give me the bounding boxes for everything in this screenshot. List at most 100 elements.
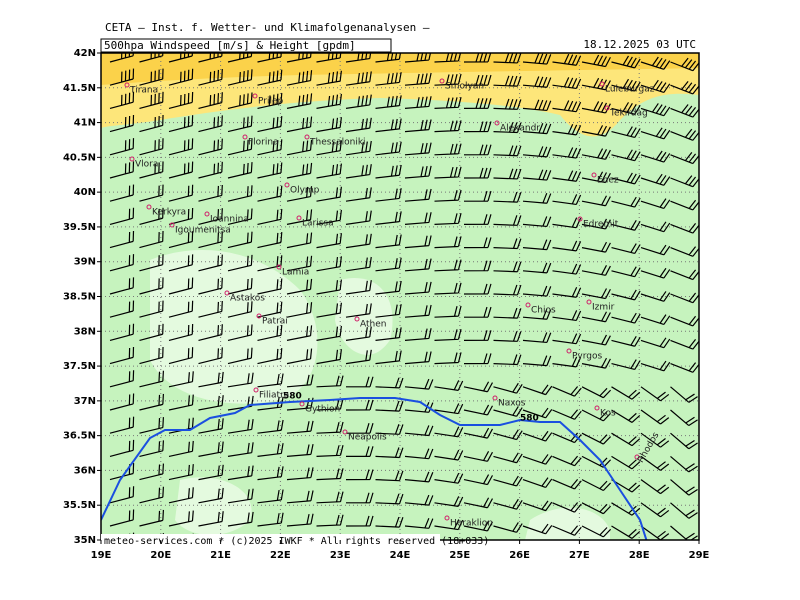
wind-barb: [493, 429, 523, 441]
wind-barb: [109, 207, 135, 225]
wind-barb: [611, 409, 641, 423]
city-marker: [525, 302, 531, 308]
city-marker: [577, 216, 583, 222]
contour-label: 580: [520, 414, 539, 424]
wind-barb: [640, 525, 670, 540]
wind-barb: [375, 424, 404, 435]
wind-barb: [463, 283, 492, 295]
wind-barb: [345, 280, 372, 295]
wind-barb: [168, 161, 194, 179]
wind-barb: [168, 115, 194, 133]
wind-barb: [404, 119, 432, 133]
wind-barb: [522, 454, 553, 465]
wind-barb: [581, 409, 612, 422]
wind-barb: [198, 371, 224, 388]
city-label: Gythion: [305, 405, 340, 415]
wind-barb: [434, 73, 462, 86]
wind-barb: [611, 220, 641, 231]
wind-barb: [700, 433, 726, 450]
wind-barb: [109, 138, 135, 156]
wind-barb: [670, 199, 699, 211]
wind-barb: [463, 306, 492, 318]
wind-barb: [700, 526, 726, 543]
wind-barb: [700, 248, 729, 258]
wind-barb: [463, 167, 492, 179]
wind-barb: [375, 257, 402, 272]
wind-barb: [640, 360, 671, 372]
wind-barb: [257, 278, 283, 295]
wind-barb: [375, 118, 402, 133]
wind-barb: [345, 492, 374, 504]
wind-barb: [581, 432, 612, 445]
wind-barb: [345, 376, 374, 388]
lat-label: 37N: [74, 396, 96, 407]
wind-barb: [552, 240, 582, 252]
wind-barb: [345, 303, 372, 318]
lon-label: 20E: [150, 550, 171, 561]
wind-barb: [552, 217, 582, 229]
wind-barb: [168, 487, 194, 504]
wind-barb: [257, 443, 284, 457]
wind-barb: [552, 386, 582, 397]
lat-label: 37.5N: [63, 361, 96, 372]
wind-barb: [670, 525, 698, 540]
wind-barb: [404, 425, 434, 437]
city-marker: [354, 316, 360, 322]
wind-barb: [493, 122, 522, 134]
wind-barb: [404, 281, 432, 295]
wind-barb: [700, 364, 729, 374]
wind-barb: [345, 349, 372, 365]
wind-barb: [463, 214, 492, 225]
wind-barb: [700, 177, 729, 188]
wind-barb: [404, 518, 434, 529]
city-marker: [256, 313, 262, 319]
wind-barb: [257, 348, 283, 365]
wind-barb: [463, 353, 492, 365]
wind-barb: [109, 300, 135, 318]
wind-barb: [522, 523, 553, 535]
wind-barb: [493, 522, 523, 533]
wind-barb: [670, 152, 699, 165]
wind-barb: [463, 381, 494, 393]
valid-time: 18.12.2025 03 UTC: [583, 38, 696, 51]
city-marker: [439, 78, 445, 84]
wind-barb: [139, 393, 165, 411]
wind-barb: [670, 128, 699, 141]
wind-barb: [139, 370, 165, 388]
city-marker: [494, 120, 500, 126]
lon-label: 26E: [509, 550, 530, 561]
wind-barb: [168, 254, 194, 272]
wind-barb: [404, 494, 434, 506]
wind-barb: [611, 525, 641, 539]
city-marker: [124, 82, 130, 88]
wind-barb: [286, 209, 313, 225]
wind-barb: [522, 332, 552, 344]
contour-label: 580: [283, 392, 302, 402]
wind-barb: [463, 144, 492, 156]
wind-barb: [227, 208, 253, 225]
wind-barb: [345, 515, 374, 527]
wind-barb: [463, 260, 492, 272]
product: 500hpa Windspeed [m/s] & Height [gpdm]: [104, 39, 356, 52]
wind-barb: [522, 355, 552, 367]
wind-barb: [581, 218, 611, 230]
wind-barb: [139, 323, 164, 341]
wind-barb: [198, 277, 223, 295]
wind-barb: [375, 350, 402, 365]
wind-barb: [227, 488, 254, 504]
wind-barb: [198, 53, 223, 63]
wind-barb: [345, 256, 372, 272]
wind-barb: [434, 519, 464, 531]
city-marker: [242, 134, 248, 140]
wind-barb: [109, 91, 135, 109]
wind-barb: [493, 238, 522, 250]
wind-barb: [522, 76, 552, 88]
wind-barb: [434, 403, 464, 415]
lat-label: 36.5N: [63, 431, 96, 442]
wind-barb: [404, 53, 432, 63]
wind-barb: [493, 284, 522, 296]
wind-barb: [198, 511, 224, 527]
wind-barb: [286, 490, 314, 504]
wind-barb: [375, 188, 402, 202]
